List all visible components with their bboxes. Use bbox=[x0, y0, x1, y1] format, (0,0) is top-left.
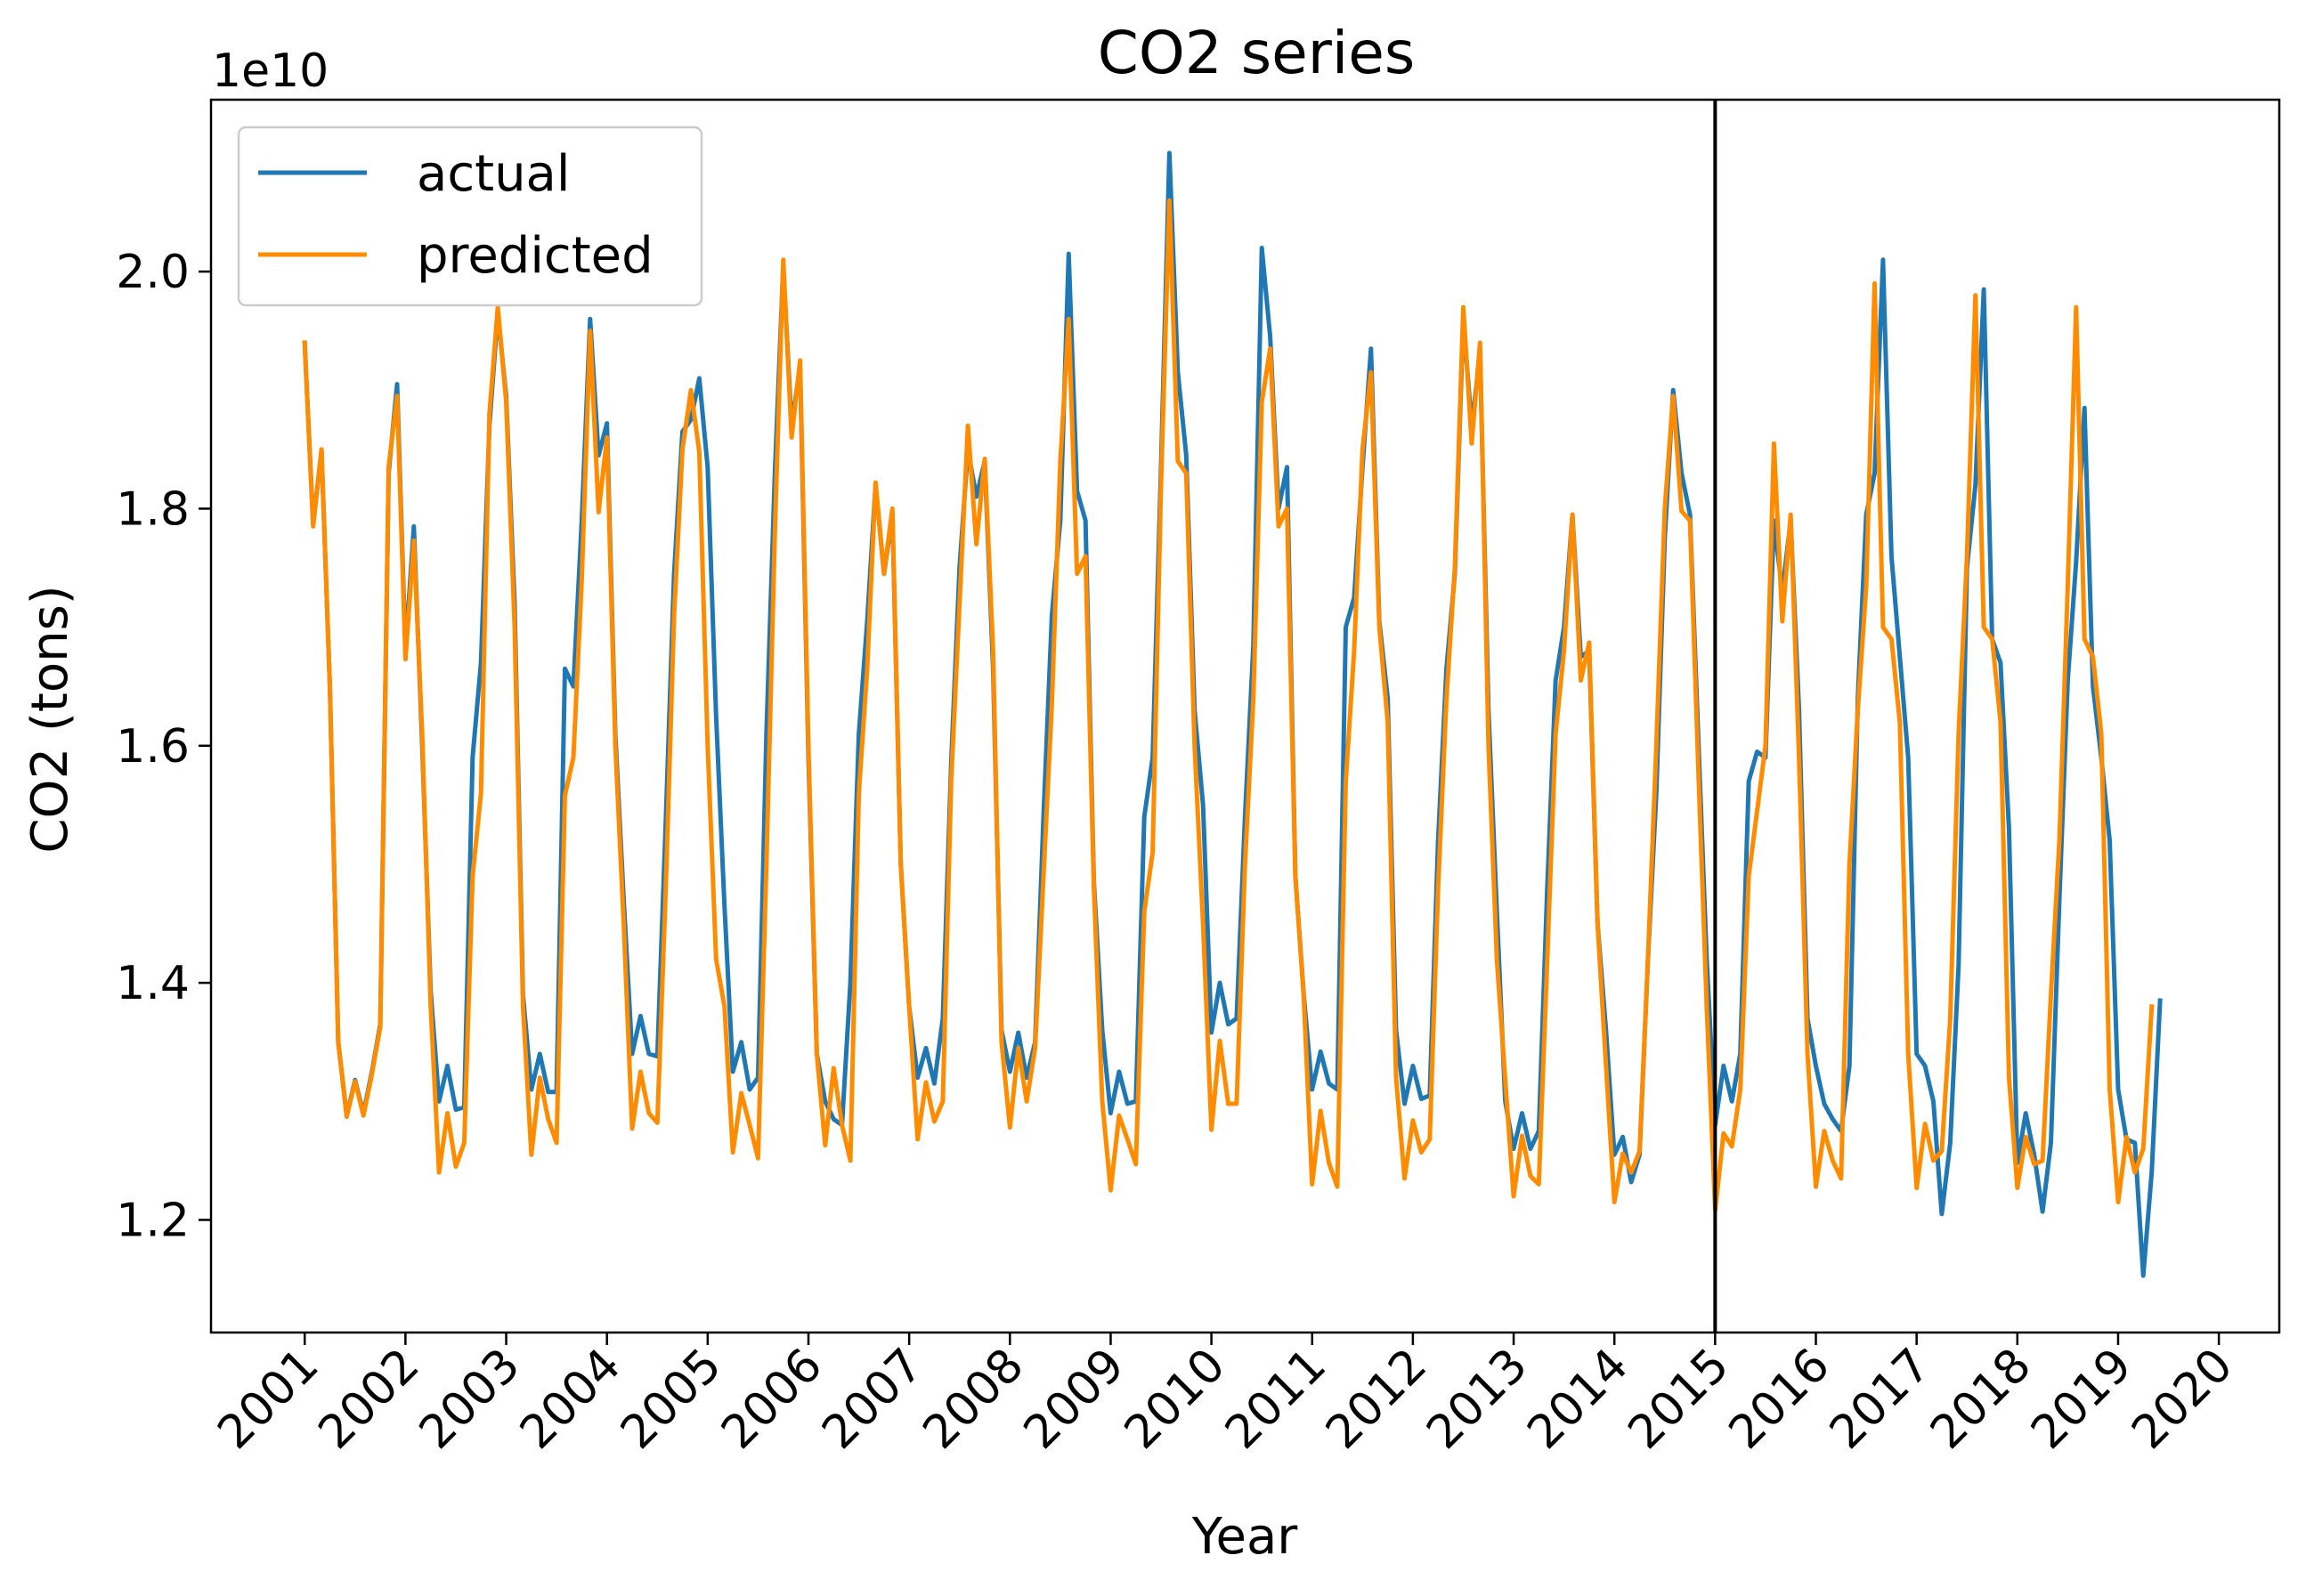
y-tick-label: 1.6 bbox=[116, 720, 190, 774]
y-axis-offset-label: 1e10 bbox=[212, 45, 329, 98]
axes-frame bbox=[209, 98, 2281, 1334]
y-tick-label: 2.0 bbox=[116, 246, 190, 299]
legend-label-predicted: predicted bbox=[417, 227, 654, 285]
x-axis-label: Year bbox=[1191, 1508, 1299, 1566]
series-line-predicted bbox=[302, 198, 2155, 1213]
y-tick-label: 1.8 bbox=[116, 482, 190, 536]
legend: actual predicted bbox=[237, 126, 703, 307]
chart-title: CO2 series bbox=[1098, 19, 1415, 87]
y-tick-label: 1.2 bbox=[116, 1194, 190, 1247]
y-tick-label: 1.4 bbox=[116, 957, 190, 1010]
y-axis-label: CO2 (tons) bbox=[21, 585, 79, 853]
legend-label-actual: actual bbox=[417, 145, 570, 203]
